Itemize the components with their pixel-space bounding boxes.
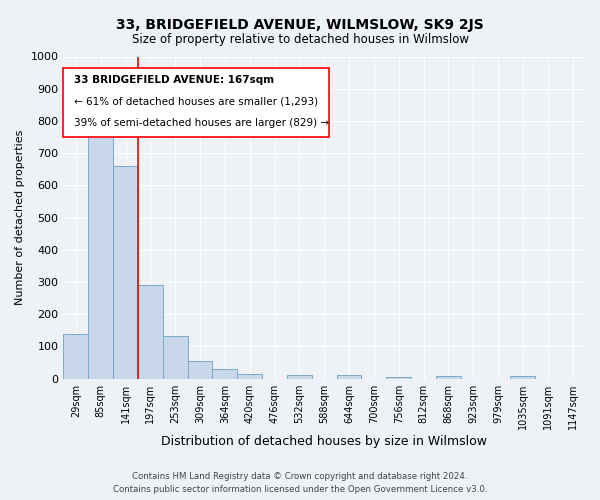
Bar — [436, 376, 461, 378]
Bar — [188, 361, 212, 378]
FancyBboxPatch shape — [64, 68, 329, 137]
Text: ← 61% of detached houses are smaller (1,293): ← 61% of detached houses are smaller (1,… — [74, 97, 318, 107]
Bar — [237, 374, 262, 378]
Text: 33 BRIDGEFIELD AVENUE: 167sqm: 33 BRIDGEFIELD AVENUE: 167sqm — [74, 75, 274, 85]
Bar — [163, 336, 188, 378]
Bar — [386, 377, 411, 378]
Bar — [511, 376, 535, 378]
Bar — [287, 375, 312, 378]
Bar — [113, 166, 138, 378]
Bar — [88, 128, 113, 378]
Bar — [138, 286, 163, 378]
Y-axis label: Number of detached properties: Number of detached properties — [15, 130, 25, 306]
Text: 39% of semi-detached houses are larger (829) →: 39% of semi-detached houses are larger (… — [74, 118, 329, 128]
Text: 33, BRIDGEFIELD AVENUE, WILMSLOW, SK9 2JS: 33, BRIDGEFIELD AVENUE, WILMSLOW, SK9 2J… — [116, 18, 484, 32]
X-axis label: Distribution of detached houses by size in Wilmslow: Distribution of detached houses by size … — [161, 434, 487, 448]
Text: Size of property relative to detached houses in Wilmslow: Size of property relative to detached ho… — [131, 32, 469, 46]
Bar — [337, 375, 361, 378]
Bar — [212, 369, 237, 378]
Text: Contains HM Land Registry data © Crown copyright and database right 2024.
Contai: Contains HM Land Registry data © Crown c… — [113, 472, 487, 494]
Bar — [64, 334, 88, 378]
